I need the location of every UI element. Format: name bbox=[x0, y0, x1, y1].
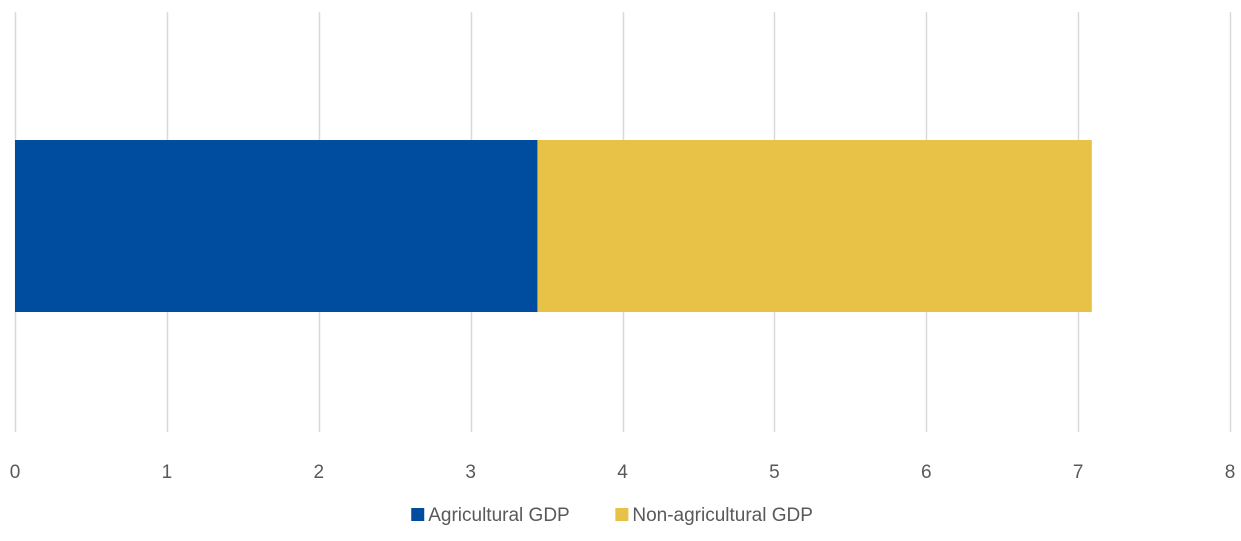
legend: Agricultural GDP Non-agricultural GDP bbox=[411, 505, 813, 526]
x-tick-label-7: 7 bbox=[1073, 462, 1084, 483]
legend-swatch-agricultural-gdp bbox=[411, 508, 425, 521]
legend-item-non-agricultural-gdp: Non-agricultural GDP bbox=[615, 505, 813, 526]
legend-label-agricultural-gdp: Agricultural GDP bbox=[428, 505, 570, 526]
x-tick-label-4: 4 bbox=[617, 462, 628, 483]
bar-segment-agricultural-gdp bbox=[15, 140, 538, 312]
legend-label-non-agricultural-gdp: Non-agricultural GDP bbox=[632, 505, 813, 526]
legend-item-agricultural-gdp: Agricultural GDP bbox=[411, 505, 570, 526]
x-tick-label-0: 0 bbox=[10, 462, 21, 483]
x-tick-label-2: 2 bbox=[313, 462, 324, 483]
x-tick-label-6: 6 bbox=[921, 462, 932, 483]
bars bbox=[15, 140, 1092, 312]
x-axis-tick-labels: 0 1 2 3 4 5 6 7 8 bbox=[10, 462, 1236, 483]
x-tick-label-3: 3 bbox=[465, 462, 476, 483]
legend-swatch-non-agricultural-gdp bbox=[615, 508, 629, 521]
x-tick-label-8: 8 bbox=[1225, 462, 1236, 483]
bar-segment-non-agricultural-gdp bbox=[537, 140, 1092, 312]
x-tick-label-5: 5 bbox=[769, 462, 780, 483]
x-tick-label-1: 1 bbox=[162, 462, 173, 483]
